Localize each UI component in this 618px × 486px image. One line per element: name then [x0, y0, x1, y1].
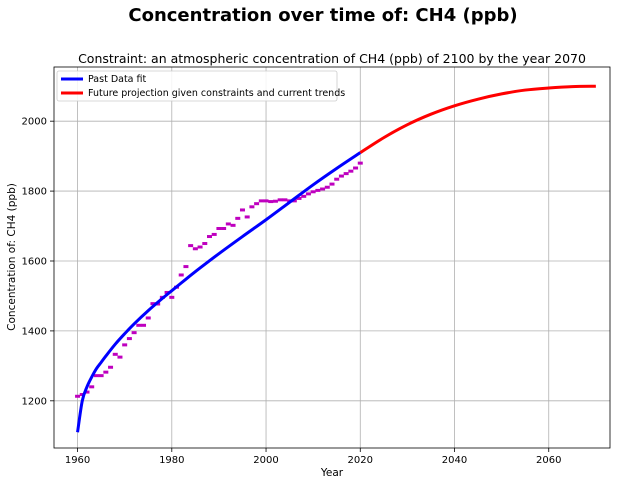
- legend: Past Data fit Future projection given co…: [56, 70, 345, 102]
- x-tick-label: 2000: [253, 455, 278, 466]
- y-tick-label: 1600: [22, 256, 47, 267]
- x-tick-label: 2040: [442, 455, 467, 466]
- chart-title: Constraint: an atmospheric concentration…: [78, 51, 586, 66]
- legend-label-future: Future projection given constraints and …: [88, 88, 345, 99]
- x-tick-label: 1980: [159, 455, 184, 466]
- past-data-fit-line: [76, 151, 362, 433]
- x-tick-label: 2060: [536, 455, 561, 466]
- legend-label-past: Past Data fit: [88, 74, 147, 85]
- future-projection-line: [359, 84, 596, 154]
- y-tick-label: 2000: [22, 117, 47, 128]
- y-tick-label: 1200: [22, 396, 47, 407]
- y-tick-label: 1400: [22, 326, 47, 337]
- y-axis-label: Concentration of: CH4 (ppb): [6, 183, 18, 331]
- grid: [54, 67, 610, 448]
- x-tick-label: 1960: [65, 455, 90, 466]
- y-axis-ticks: 1200 1400 1600 1800 2000: [22, 117, 54, 407]
- chart-suptitle: Concentration over time of: CH4 (ppb): [128, 5, 517, 26]
- y-tick-label: 1800: [22, 187, 47, 198]
- plot-frame: [53, 66, 611, 449]
- x-tick-label: 2020: [348, 455, 373, 466]
- x-axis-label: Year: [320, 467, 344, 479]
- series-lines: [76, 84, 596, 433]
- x-axis-ticks: 1960 1980 2000 2020 2040 2060: [65, 448, 561, 466]
- legend-box: [56, 70, 338, 102]
